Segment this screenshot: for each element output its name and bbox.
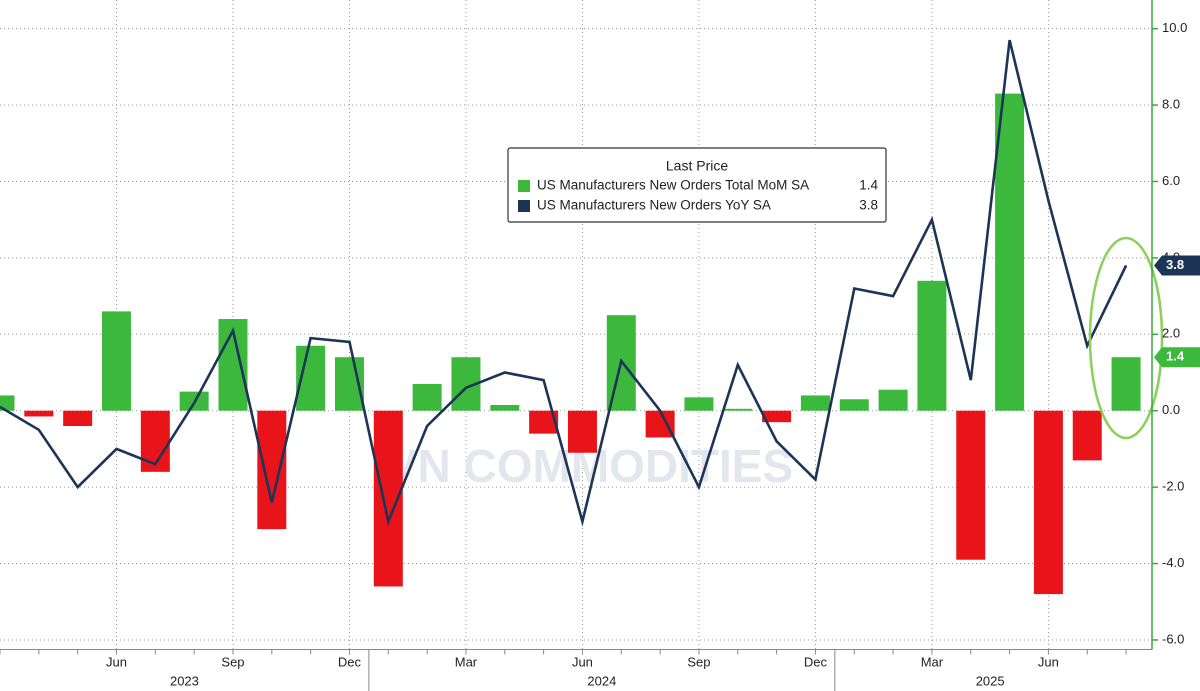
x-tick-label: Dec [804, 654, 828, 669]
bar [567, 410, 597, 453]
bar [0, 395, 15, 411]
bar [101, 311, 131, 411]
x-tick-label: Jun [572, 654, 593, 669]
legend-label: US Manufacturers New Orders Total MoM SA [537, 178, 809, 193]
bar [257, 410, 287, 530]
y-tick-label: 6.0 [1162, 173, 1180, 188]
legend-box [507, 147, 887, 223]
y-tick-label: 2.0 [1162, 326, 1180, 341]
bar [529, 410, 559, 434]
x-tick-label: Jun [106, 654, 127, 669]
bar [878, 389, 908, 411]
highlight-ellipse [1088, 236, 1164, 440]
legend: Last Price US Manufacturers New Orders T… [507, 147, 887, 223]
bar [1111, 357, 1141, 411]
bar [645, 410, 675, 438]
line [0, 39, 1128, 527]
bar [839, 399, 869, 411]
legend-value: 3.8 [859, 198, 878, 213]
value-badge-label: 3.8 [1166, 257, 1184, 272]
bar [723, 408, 753, 411]
x-tick-label: Mar [921, 654, 944, 669]
y-axis: -6.0-4.0-2.00.02.04.06.08.010.01.43.8 [1151, 0, 1200, 650]
y-tick-label: 8.0 [1162, 97, 1180, 112]
x-group-label: 2023 [170, 673, 199, 688]
y-tick-label: 10.0 [1162, 20, 1187, 35]
y-tick-label: -4.0 [1162, 555, 1184, 570]
bar [24, 410, 54, 417]
x-group-label: 2024 [587, 673, 616, 688]
marks [0, 39, 1141, 595]
x-tick-label: Jun [1038, 654, 1059, 669]
y-tick-label: -6.0 [1162, 631, 1184, 646]
y-tick-label: -2.0 [1162, 479, 1184, 494]
bar [490, 404, 520, 411]
bar [995, 93, 1025, 411]
legend-value: 1.4 [859, 178, 878, 193]
bar [762, 410, 792, 423]
legend-swatch [518, 180, 530, 192]
y-tick-label: 0.0 [1162, 402, 1180, 417]
bar [1033, 410, 1063, 595]
bar [412, 383, 442, 411]
x-tick-label: Dec [338, 654, 362, 669]
x-tick-label: Sep [221, 654, 244, 669]
x-tick-label: Mar [455, 654, 478, 669]
x-group-label: 2025 [976, 673, 1005, 688]
legend-title: Last Price [666, 158, 728, 174]
bar [956, 410, 986, 560]
value-badge [1154, 255, 1200, 276]
bar [1072, 410, 1102, 461]
legend-label: US Manufacturers New Orders YoY SA [537, 198, 771, 213]
bar [63, 410, 93, 426]
bar [917, 280, 947, 411]
bar [684, 397, 714, 411]
bar [800, 395, 830, 411]
value-badge [1154, 347, 1200, 368]
legend-swatch [518, 200, 530, 212]
value-badge-label: 1.4 [1166, 349, 1185, 364]
x-tick-label: Sep [687, 654, 710, 669]
